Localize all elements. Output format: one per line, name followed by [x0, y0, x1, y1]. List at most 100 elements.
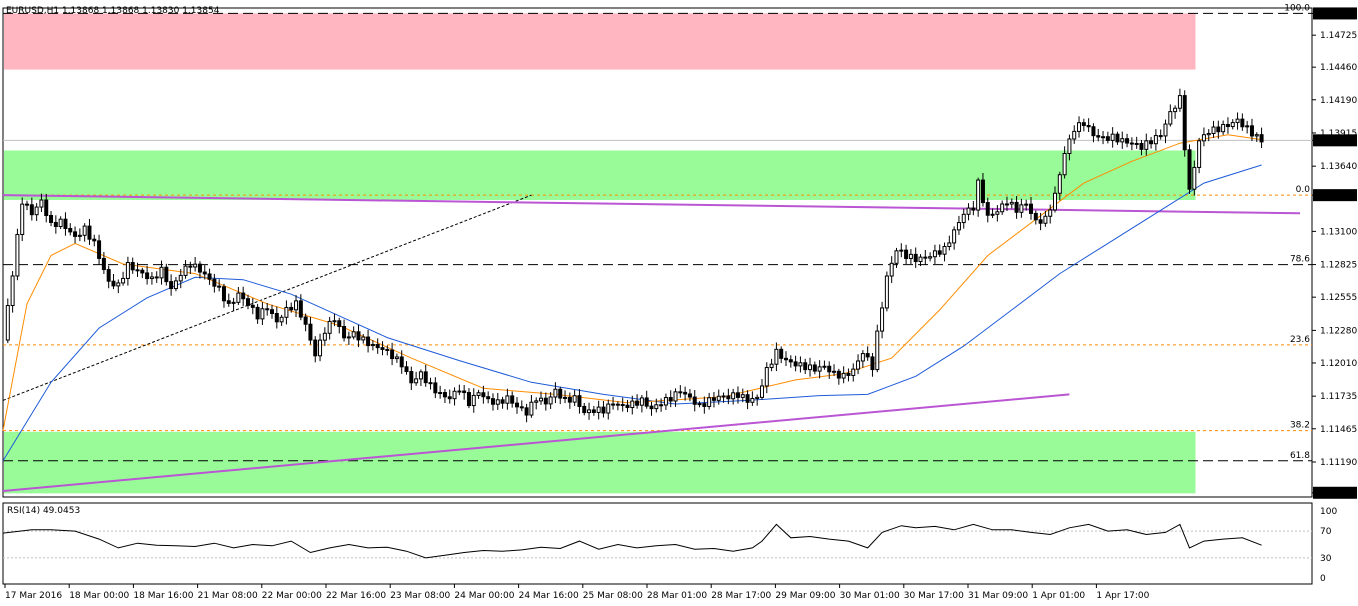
candle-body	[313, 339, 318, 357]
candle-body	[956, 222, 961, 231]
candle-body	[856, 360, 861, 370]
candle-body	[294, 300, 299, 311]
price-tick-label: 1.12010	[1320, 359, 1357, 369]
candle-body	[716, 395, 721, 401]
candle-body	[889, 262, 894, 277]
candle-body	[1086, 124, 1091, 128]
candle-body	[366, 336, 371, 347]
candle-body	[1077, 122, 1082, 132]
candle-body	[1221, 124, 1226, 133]
candle-body	[534, 400, 539, 403]
candle-body	[851, 368, 856, 376]
candle-body	[899, 249, 904, 252]
candle-body	[582, 405, 587, 414]
candle-body	[140, 269, 145, 274]
fib-level-label: 100.0	[1284, 3, 1310, 13]
candle-body	[438, 392, 443, 395]
candle-body	[793, 361, 798, 367]
candle-body	[1144, 140, 1149, 150]
candle-body	[980, 179, 985, 204]
candle-body	[342, 326, 347, 339]
candle-body	[423, 371, 428, 384]
candle-body	[390, 349, 395, 360]
rsi-tick-label: 30	[1320, 554, 1332, 564]
candle-body	[731, 392, 736, 400]
candle-body	[702, 403, 707, 407]
candle-body	[1177, 95, 1182, 109]
price-tick-label: 1.14725	[1320, 31, 1357, 41]
fib-anchor-line	[2, 194, 532, 401]
candle-body	[495, 399, 500, 405]
candle-body	[759, 385, 764, 398]
candle-body	[34, 206, 39, 216]
candle-body	[740, 394, 745, 398]
candle-body	[116, 282, 121, 287]
candle-body	[1000, 203, 1005, 213]
candle-body	[44, 199, 49, 216]
rsi-tick-label: 0	[1320, 574, 1326, 584]
time-tick-label: 22 Mar 00:00	[262, 591, 322, 601]
candle-body	[606, 403, 611, 414]
candle-body	[380, 347, 385, 350]
candle-body	[1004, 203, 1009, 206]
chart-background	[2, 7, 1313, 585]
candle-body	[173, 280, 178, 290]
candle-body	[250, 304, 255, 308]
candle-body	[1033, 212, 1038, 221]
price-tick-label: 1.12825	[1320, 261, 1357, 271]
candle-body	[106, 269, 111, 282]
candle-body	[832, 370, 837, 373]
candle-body	[178, 274, 183, 282]
candle-body	[1201, 134, 1206, 142]
candle-body	[774, 348, 779, 365]
candle-body	[673, 391, 678, 402]
candle-body	[159, 266, 164, 279]
price-highlight-box	[1313, 486, 1357, 499]
price-tick-label: 1.12280	[1320, 326, 1357, 336]
candle-body	[63, 218, 68, 230]
rsi-label: RSI(14) 49.0453	[7, 506, 80, 516]
candle-body	[928, 256, 933, 259]
candle-body	[1105, 136, 1110, 141]
candle-body	[611, 403, 616, 406]
candle-body	[510, 395, 515, 404]
candle-body	[798, 362, 803, 367]
rsi-panel: RSI(14) 49.0453 100 70 30 0	[2, 506, 1337, 584]
candle-body	[77, 234, 82, 237]
moving-average-slow	[2, 164, 1262, 462]
candle-body	[135, 269, 140, 272]
candle-body	[635, 400, 640, 406]
candle-body	[418, 371, 423, 380]
time-tick-label: 30 Mar 01:00	[840, 591, 900, 601]
candle-body	[409, 371, 414, 384]
price-tick-label: 1.13640	[1320, 162, 1357, 172]
candle-body	[433, 382, 438, 394]
candle-body	[707, 397, 712, 407]
candle-body	[1168, 111, 1173, 125]
candle-body	[1129, 142, 1134, 145]
candle-body	[630, 400, 635, 409]
candle-body	[654, 404, 659, 410]
candle-body	[361, 336, 366, 341]
candle-body	[870, 356, 875, 371]
time-tick-label: 18 Mar 16:00	[133, 591, 193, 601]
candle-body	[1153, 135, 1158, 145]
candle-body	[318, 339, 323, 357]
candle-body	[97, 240, 102, 259]
candle-body	[466, 392, 471, 407]
candle-body	[620, 404, 625, 407]
price-tick-label: 1.11190	[1320, 458, 1357, 468]
candle-body	[1101, 136, 1106, 139]
candle-body	[452, 390, 457, 400]
candle-body	[356, 331, 361, 341]
candle-body	[514, 402, 519, 408]
candle-body	[937, 250, 942, 255]
candle-body	[1024, 203, 1029, 206]
candle-body	[245, 298, 250, 306]
candle-body	[860, 353, 865, 362]
candle-body	[1187, 149, 1192, 190]
main-panel-frame	[2, 7, 1313, 498]
candle-body	[1043, 215, 1048, 224]
zone-green-2	[4, 431, 1196, 494]
